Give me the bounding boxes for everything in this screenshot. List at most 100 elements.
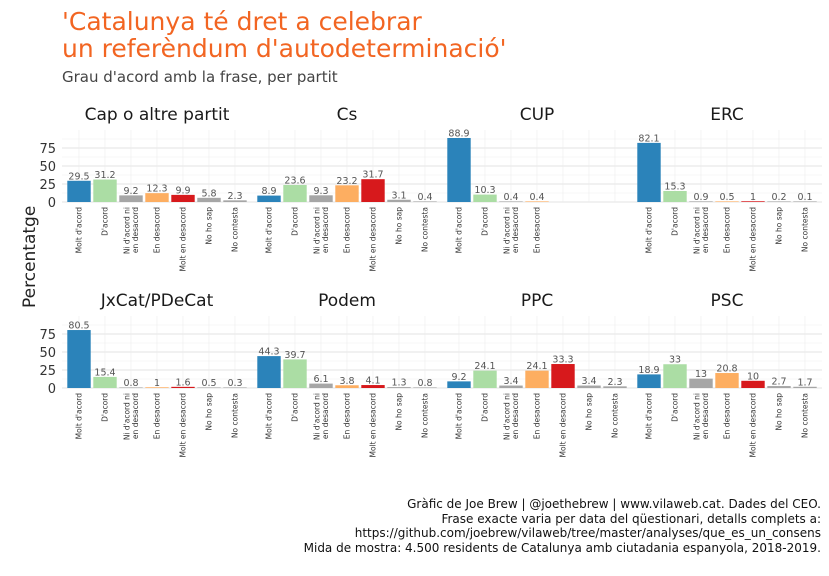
data-label: 23.2 xyxy=(336,176,357,187)
chart-title-line-2: un referèndum d'autodeterminació' xyxy=(62,34,507,63)
x-tick-label: En desacord xyxy=(533,207,542,253)
bar xyxy=(715,373,739,388)
bar xyxy=(67,180,91,202)
caption-line: Frase exacte varia per data del qüestion… xyxy=(441,511,821,526)
x-tick-label: No contesta xyxy=(421,393,430,438)
x-tick-label: D'acord xyxy=(291,393,300,422)
data-label: 15.4 xyxy=(94,367,115,378)
caption-line: https://github.com/joebrew/vilaweb/tree/… xyxy=(354,526,821,540)
x-tick-label: Molt d'acord xyxy=(455,207,464,254)
bar xyxy=(715,201,739,202)
caption-line: Gràfic de Joe Brew | @joethebrew | www.v… xyxy=(407,497,821,511)
data-label: 2.3 xyxy=(227,191,242,202)
data-label: 9.2 xyxy=(451,372,466,383)
bar xyxy=(525,370,549,388)
data-label: 80.5 xyxy=(68,321,89,332)
x-tick-label: Ni d'acord nien desacord xyxy=(122,207,140,254)
bar xyxy=(577,385,601,388)
panel-title: Cap o altre partit xyxy=(85,105,230,125)
x-tick-label: En desacord xyxy=(343,207,352,253)
data-label: 13 xyxy=(695,369,707,380)
x-tick-label: Molt en desacord xyxy=(559,393,568,458)
data-label: 88.9 xyxy=(448,128,469,139)
data-label: 39.7 xyxy=(284,350,305,361)
data-label: 1.3 xyxy=(391,378,406,389)
x-tick-label: No ho sap xyxy=(585,393,594,431)
bar xyxy=(93,179,117,202)
panel-title: ERC xyxy=(710,105,744,125)
bar xyxy=(793,386,817,388)
x-tick-label: En desacord xyxy=(533,393,542,439)
x-tick-label: Molt d'acord xyxy=(75,393,84,440)
data-label: 29.5 xyxy=(68,171,89,182)
x-tick-label: Molt en desacord xyxy=(179,393,188,458)
data-label: 15.3 xyxy=(664,181,685,192)
bar xyxy=(551,364,575,388)
data-label: 82.1 xyxy=(638,133,659,144)
y-tick-label: 50 xyxy=(39,160,56,175)
panel-title: Cs xyxy=(337,105,358,125)
x-tick-label: No ho sap xyxy=(395,207,404,245)
x-tick-label: Ni d'acord nien desacord xyxy=(502,393,520,440)
bar xyxy=(361,179,385,202)
x-tick-label: D'acord xyxy=(101,393,110,422)
data-label: 8.9 xyxy=(261,186,276,197)
data-label: 0.3 xyxy=(227,378,242,389)
x-tick-label: No contesta xyxy=(801,393,810,438)
x-tick-label: D'acord xyxy=(481,207,490,236)
y-tick-label: 25 xyxy=(39,178,56,193)
bar xyxy=(473,194,497,202)
data-label: 3.1 xyxy=(391,190,406,201)
bar xyxy=(387,199,411,202)
data-label: 1.7 xyxy=(797,377,812,388)
bar xyxy=(67,330,91,388)
bar xyxy=(413,201,437,202)
x-tick-label: No contesta xyxy=(231,207,240,252)
x-tick-label: Ni d'acord nien desacord xyxy=(312,207,330,254)
bar xyxy=(335,185,359,202)
x-tick-label: No contesta xyxy=(421,207,430,252)
x-tick-label: Ni d'acord nien desacord xyxy=(692,393,710,440)
x-tick-label: Molt d'acord xyxy=(265,393,274,440)
data-label: 0.1 xyxy=(797,192,812,203)
x-tick-label: En desacord xyxy=(343,393,352,439)
bar xyxy=(119,387,143,388)
bar xyxy=(93,376,117,388)
data-label: 1.6 xyxy=(175,377,190,388)
bar xyxy=(257,195,281,202)
data-label: 0.2 xyxy=(771,192,786,203)
chart-caption: Gràfic de Joe Brew | @joethebrew | www.v… xyxy=(304,497,821,555)
bar xyxy=(793,201,817,202)
bar xyxy=(603,386,627,388)
data-label: 33.3 xyxy=(552,355,573,366)
chart-title: 'Catalunya té dret a celebrar un referèn… xyxy=(62,8,507,62)
x-tick-label: Ni d'acord nien desacord xyxy=(312,393,330,440)
x-tick-label: Molt d'acord xyxy=(455,393,464,440)
bar xyxy=(689,378,713,388)
x-tick-label: Molt en desacord xyxy=(749,393,758,458)
x-tick-label: Ni d'acord nien desacord xyxy=(502,207,520,254)
bar xyxy=(223,387,247,388)
x-tick-label: D'acord xyxy=(671,207,680,236)
x-tick-label: D'acord xyxy=(671,393,680,422)
bar xyxy=(499,385,523,388)
x-tick-label: No contesta xyxy=(611,393,620,438)
x-tick-label: D'acord xyxy=(291,207,300,236)
panel-title: Podem xyxy=(318,291,376,311)
bar xyxy=(145,387,169,388)
bar xyxy=(283,185,307,202)
data-label: 33 xyxy=(669,355,681,366)
data-label: 0.5 xyxy=(201,378,216,389)
bar xyxy=(309,195,333,202)
bar xyxy=(499,201,523,202)
x-tick-label: Molt en desacord xyxy=(749,207,758,272)
data-label: 1 xyxy=(154,378,160,389)
x-tick-label: Molt en desacord xyxy=(369,393,378,458)
x-tick-label: En desacord xyxy=(723,207,732,253)
bar xyxy=(689,201,713,202)
bar xyxy=(223,200,247,202)
x-tick-label: Molt en desacord xyxy=(369,207,378,272)
bar xyxy=(447,137,471,202)
data-label: 3.4 xyxy=(503,376,518,387)
y-tick-label: 25 xyxy=(39,364,56,379)
